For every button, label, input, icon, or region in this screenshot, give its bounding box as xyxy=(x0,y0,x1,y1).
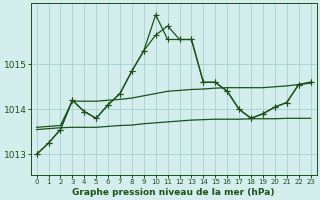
X-axis label: Graphe pression niveau de la mer (hPa): Graphe pression niveau de la mer (hPa) xyxy=(72,188,275,197)
